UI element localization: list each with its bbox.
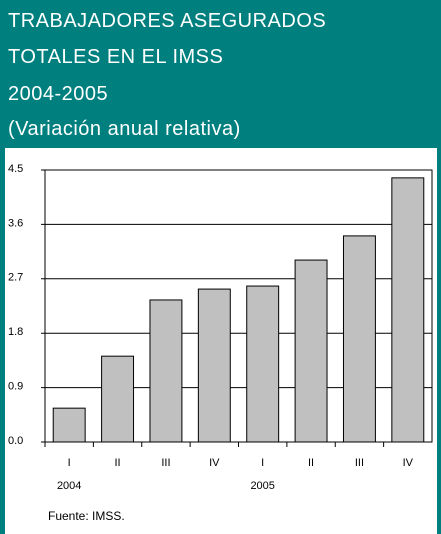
- source: Fuente: IMSS.: [48, 509, 125, 523]
- y-tick-label: 0.9: [8, 381, 23, 393]
- title-line: TRABAJADORES ASEGURADOS: [8, 10, 327, 32]
- group-label: 2005: [250, 480, 274, 492]
- bar: [197, 288, 231, 443]
- bar: [294, 259, 328, 443]
- border: [437, 148, 441, 534]
- y-tick-label: 3.6: [8, 217, 23, 229]
- y-tick-label: 4.5: [8, 163, 23, 175]
- bar: [342, 235, 376, 443]
- x-tick-label: I: [68, 457, 71, 469]
- group-label: 2004: [57, 480, 81, 492]
- y-tick-label: 0.0: [8, 435, 23, 447]
- bar: [246, 285, 280, 443]
- x-tick-label: IV: [209, 457, 220, 469]
- x-tick-label: II: [115, 457, 121, 469]
- x-tick-label: I: [261, 457, 264, 469]
- bar: [391, 177, 425, 443]
- bar: [101, 355, 135, 443]
- header: TRABAJADORES ASEGURADOS TOTALES EN EL IM…: [0, 0, 441, 148]
- y-tick-label: 1.8: [8, 326, 23, 338]
- bar: [149, 299, 183, 443]
- x-tick-label: III: [161, 457, 170, 469]
- bar: [52, 407, 86, 443]
- title-line: TOTALES EN EL IMSS: [8, 46, 224, 68]
- x-tick-label: II: [308, 457, 314, 469]
- border: [0, 148, 5, 534]
- x-tick-label: IV: [403, 457, 414, 469]
- y-tick-label: 2.7: [8, 272, 23, 284]
- title-line: (Variación anual relativa): [8, 118, 241, 140]
- title-line: 2004-2005: [8, 83, 109, 105]
- x-tick-label: III: [355, 457, 364, 469]
